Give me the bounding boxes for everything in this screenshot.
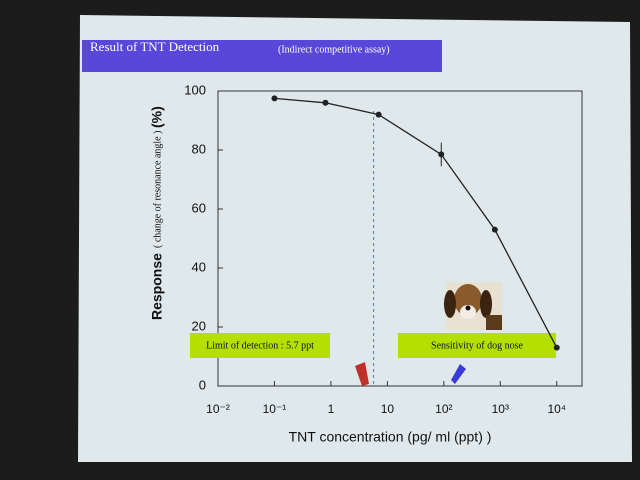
- y-tick-label: 100: [184, 82, 206, 97]
- detection-arrow: [355, 362, 369, 386]
- annotation: Limit of detection : 5.7 ppt: [206, 340, 314, 351]
- x-tick-label: 10⁻¹: [263, 402, 287, 416]
- x-tick-label: 10: [381, 402, 395, 416]
- annotation: Sensitivity of dog nose: [431, 340, 524, 351]
- y-axis-label: Response: [149, 253, 165, 320]
- x-tick-label: 10²: [435, 402, 452, 416]
- x-tick-label: 10⁻²: [206, 402, 230, 416]
- x-axis-label: TNT concentration (pg/ ml (ppt) ): [289, 429, 492, 445]
- plot-frame: [217, 90, 583, 387]
- x-tick-label: 10⁴: [547, 402, 566, 416]
- annotation-box: [398, 333, 556, 358]
- series-line: [274, 97, 558, 348]
- chart-subtitle: (Indirect competitive assay): [278, 44, 390, 55]
- data-point: [271, 95, 278, 102]
- data-point: [491, 226, 498, 233]
- data-point: [375, 111, 382, 118]
- dog-illustration: [444, 282, 502, 330]
- x-tick-label: 10³: [492, 402, 509, 416]
- y-tick-label: 40: [192, 259, 206, 274]
- title-bar: [82, 40, 442, 72]
- y-axis-unit: (%): [149, 106, 165, 128]
- y-tick-label: 80: [192, 141, 206, 156]
- data-point: [553, 344, 560, 351]
- data-point: [322, 99, 329, 106]
- chart-title: Result of TNT Detection: [90, 39, 220, 54]
- dog-arrow: [451, 364, 466, 384]
- y-tick-label: 20: [192, 318, 206, 333]
- y-axis-note: ( change of resonance angle ): [152, 131, 163, 248]
- data-point: [438, 151, 445, 158]
- x-tick-label: 1: [328, 402, 335, 416]
- y-tick-label: 0: [199, 377, 206, 392]
- annotation-box: [190, 333, 330, 358]
- y-tick-label: 60: [192, 200, 206, 215]
